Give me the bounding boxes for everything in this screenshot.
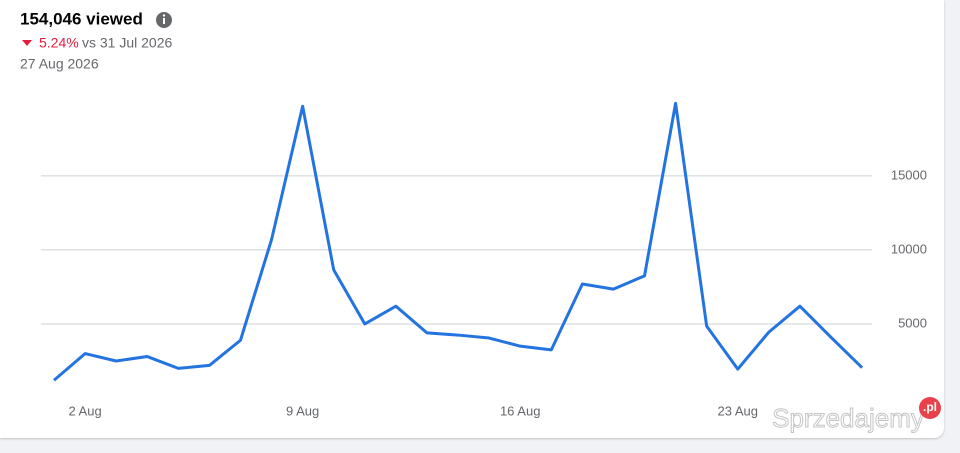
x-tick-label: 23 Aug — [718, 403, 759, 418]
y-tick-label: 5000 — [898, 315, 927, 330]
x-tick-label: 9 Aug — [286, 403, 319, 418]
x-tick-label: 2 Aug — [68, 403, 101, 418]
down-arrow — [22, 40, 32, 46]
watermark: Sprzedajemy — [772, 403, 924, 433]
comparison: vs 31 Jul 2026 — [82, 35, 172, 51]
watermark-badge-text: .pl — [923, 400, 937, 414]
change: 5.24% — [39, 35, 79, 51]
x-tick-label: 16 Aug — [500, 403, 541, 418]
info-icon[interactable] — [156, 12, 172, 28]
chart-title: 154,046 viewed — [20, 9, 143, 28]
y-tick-label: 15000 — [891, 167, 927, 182]
y-tick-label: 10000 — [891, 241, 927, 256]
watermark-badge — [919, 397, 941, 419]
card — [0, 0, 944, 438]
date: 27 Aug 2026 — [20, 56, 99, 72]
line — [53, 101, 864, 382]
plot: 5000 10000 15000 2 Aug 9 Aug 16 Aug 23 Aug — [41, 101, 927, 418]
